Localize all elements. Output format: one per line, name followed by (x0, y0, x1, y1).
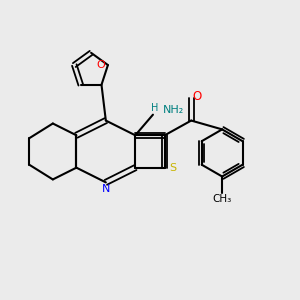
Text: NH₂: NH₂ (163, 105, 184, 115)
Text: N: N (102, 184, 110, 194)
Text: CH₃: CH₃ (212, 194, 232, 204)
Text: H: H (151, 103, 158, 113)
Text: O: O (96, 60, 105, 70)
Text: O: O (193, 91, 202, 103)
Text: S: S (169, 163, 176, 173)
